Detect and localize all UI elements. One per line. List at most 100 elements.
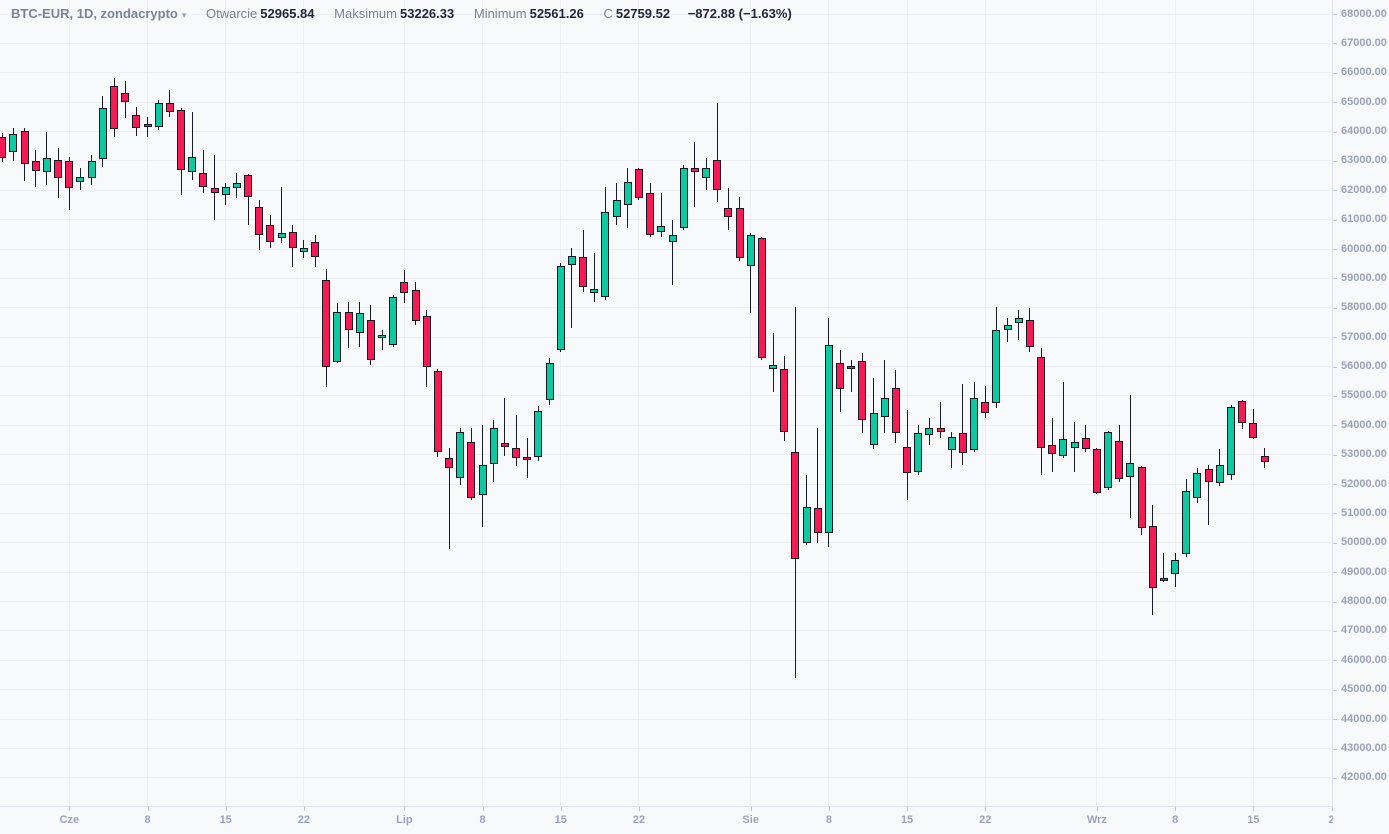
candle-down — [0, 136, 7, 159]
candle-down — [1115, 441, 1124, 480]
time-tick-label: 8 — [1172, 814, 1179, 826]
candle-wick — [169, 89, 171, 117]
candle-up — [623, 181, 632, 205]
candle-down — [646, 193, 655, 235]
close-value: 52759.52 — [615, 6, 671, 21]
candle-down — [288, 231, 297, 249]
candle-up — [98, 107, 107, 159]
close-label: C — [603, 6, 613, 21]
price-tick-label: 46000.00 — [1341, 653, 1387, 666]
caret-down-icon[interactable]: ▾ — [181, 10, 187, 20]
price-tick-label: 45000.00 — [1341, 683, 1387, 696]
time-tick — [985, 807, 987, 811]
candle-up — [478, 464, 487, 496]
chart-plot-area[interactable] — [0, 0, 1333, 807]
candle-down — [1048, 445, 1057, 455]
v-gridline — [147, 0, 148, 806]
candle-wick — [1163, 553, 1165, 583]
h-gridline — [0, 72, 1332, 74]
v-gridline — [225, 0, 227, 806]
price-tick — [1333, 160, 1337, 162]
open-value: 52965.84 — [260, 6, 315, 21]
candle-wick — [381, 329, 383, 350]
candle-up — [769, 365, 778, 370]
price-tick-label: 60000.00 — [1341, 242, 1387, 255]
h-gridline — [0, 542, 1332, 544]
time-tick — [638, 807, 640, 811]
candle-up — [456, 431, 465, 478]
price-tick — [1333, 72, 1337, 74]
h-gridline — [0, 277, 1332, 279]
high-value: 53226.33 — [400, 6, 455, 21]
time-tick-label: 8 — [825, 814, 832, 826]
candle-down — [1081, 438, 1090, 450]
candle-wick — [850, 359, 852, 392]
h-gridline — [0, 512, 1332, 514]
price-tick-label: 56000.00 — [1341, 360, 1387, 373]
v-gridline — [303, 0, 305, 806]
candle-up — [232, 183, 241, 189]
candle-up — [679, 168, 688, 229]
h-gridline — [0, 630, 1332, 632]
candle-down — [467, 441, 476, 498]
candle-down — [54, 160, 63, 179]
candle-up — [1014, 318, 1023, 324]
chart-legend: BTC-EUR, 1D, zondacrypto ▾ Otwarcie 52965.… — [11, 5, 792, 23]
candle-down — [813, 508, 822, 534]
candle-up — [389, 296, 398, 345]
v-gridline — [1174, 0, 1176, 806]
candle-up — [299, 248, 308, 252]
candle-wick — [202, 150, 204, 194]
price-axis[interactable]: 68000.00 67000.00 66000.00 65000.00 64000.00… — [1333, 0, 1389, 806]
price-tick — [1333, 748, 1337, 750]
v-gridline — [906, 0, 908, 806]
candle-down — [1037, 356, 1046, 449]
high-label: Maksimum — [334, 6, 397, 21]
candle-down — [858, 360, 867, 421]
price-tick — [1333, 395, 1337, 397]
price-tick — [1333, 190, 1337, 192]
candle-wick — [1051, 418, 1053, 472]
candle-down — [981, 402, 990, 414]
price-tick — [1333, 14, 1337, 15]
candle-down — [1148, 526, 1157, 589]
h-gridline — [0, 424, 1332, 426]
candle-down — [210, 188, 219, 194]
h-gridline — [0, 248, 1332, 250]
price-tick-label: 52000.00 — [1341, 477, 1387, 490]
price-tick — [1333, 660, 1337, 662]
candle-wick — [672, 219, 673, 286]
price-tick — [1333, 719, 1337, 721]
candle-up — [556, 265, 565, 350]
price-tick-label: 49000.00 — [1341, 565, 1387, 578]
candle-up — [188, 156, 197, 172]
candle-down — [958, 433, 967, 454]
candle-down — [311, 241, 320, 257]
candle-wick — [191, 111, 193, 180]
v-gridline — [1252, 0, 1254, 806]
time-tick — [1331, 807, 1333, 811]
candle-up — [1059, 439, 1068, 456]
time-tick — [828, 807, 830, 811]
price-tick — [1333, 366, 1337, 368]
candle-wick — [448, 448, 450, 549]
h-gridline — [0, 42, 1332, 44]
candle-down — [1137, 467, 1146, 529]
h-gridline — [0, 748, 1332, 749]
h-gridline — [0, 483, 1332, 485]
candle-down — [344, 311, 353, 330]
candle-up — [355, 313, 364, 334]
symbol-title[interactable]: BTC-EUR, 1D, zondacrypto — [11, 6, 178, 21]
candle-down — [735, 208, 744, 258]
time-axis[interactable]: Cze 8 15 22 Lip 8 15 22 Sie 8 15 22 Wrz 8 15 2 — [0, 807, 1333, 834]
time-tick-label: 15 — [219, 814, 232, 826]
v-gridline — [68, 0, 70, 806]
candle-up — [992, 329, 1001, 404]
price-tick — [1333, 513, 1337, 515]
candle-up — [668, 234, 677, 242]
price-tick-label: 59000.00 — [1341, 271, 1387, 284]
candle-wick — [694, 141, 696, 207]
h-gridline — [0, 366, 1332, 368]
candle-wick — [940, 401, 942, 439]
price-tick — [1333, 689, 1337, 691]
